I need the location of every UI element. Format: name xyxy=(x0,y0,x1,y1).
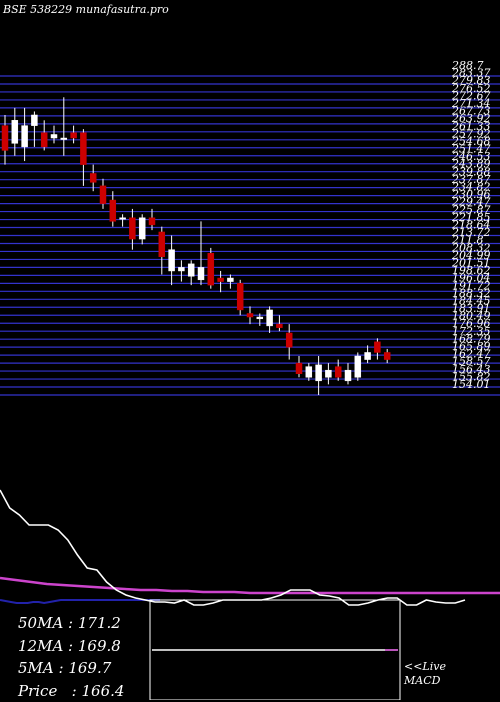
candle xyxy=(237,280,243,315)
ma5-label: 5MA xyxy=(18,659,54,677)
candle-body xyxy=(237,283,243,310)
candle-body xyxy=(316,365,322,381)
candle-body xyxy=(178,267,184,271)
candle-body xyxy=(71,133,77,138)
candle-body xyxy=(12,120,18,143)
candle-body xyxy=(306,367,312,378)
candle-body xyxy=(80,133,86,165)
price-label: Price xyxy=(18,682,57,700)
candle-body xyxy=(374,342,380,353)
price-value: 166.4 xyxy=(81,682,124,700)
price-row: Price : 166.4 xyxy=(18,680,124,702)
candle-body xyxy=(129,218,135,239)
candle-body xyxy=(22,126,28,147)
candle-body xyxy=(169,250,175,271)
candle-body xyxy=(355,356,361,377)
candle-body xyxy=(41,133,47,147)
live-label: <<Live xyxy=(404,660,446,674)
price-grid xyxy=(0,76,500,395)
candle-body xyxy=(100,186,106,204)
moving-average-stats: 50MA : 171.2 12MA : 169.8 5MA : 169.7 Pr… xyxy=(18,612,124,702)
candle-body xyxy=(218,278,224,282)
candle-body xyxy=(159,232,165,257)
candle-body xyxy=(267,310,273,326)
ma50-value: 171.2 xyxy=(78,614,121,632)
candle-body xyxy=(120,218,126,220)
price-tick-label: 154.01 xyxy=(452,378,491,391)
candle-body xyxy=(296,363,302,374)
ma50-row: 50MA : 171.2 xyxy=(18,612,124,635)
candle xyxy=(355,352,361,380)
candle-body xyxy=(365,352,371,359)
ma50-label: 50MA xyxy=(18,614,63,632)
macd-label: MACD xyxy=(404,674,446,688)
ma12-row: 12MA : 169.8 xyxy=(18,635,124,658)
candle-body xyxy=(2,126,8,151)
ma5-value: 169.7 xyxy=(68,659,111,677)
candle-body xyxy=(188,264,194,276)
candle xyxy=(208,248,214,289)
candle-body xyxy=(247,313,253,317)
candle-body xyxy=(51,134,57,138)
candle-body xyxy=(61,138,67,140)
ma5-row: 5MA : 169.7 xyxy=(18,657,124,680)
candle-body xyxy=(276,324,282,328)
candle-body xyxy=(139,218,145,239)
candle-body xyxy=(384,352,390,359)
candle-body xyxy=(90,173,96,182)
candle-body xyxy=(149,218,155,225)
candle-body xyxy=(227,278,233,282)
candle-body xyxy=(335,367,341,378)
ma12-value: 169.8 xyxy=(78,637,121,655)
candle-body xyxy=(286,333,292,347)
candle-body xyxy=(198,267,204,279)
live-macd-label: <<Live MACD xyxy=(404,660,446,688)
candle-body xyxy=(208,253,214,285)
watermark: BSE 538229 munafasutra.pro xyxy=(3,3,169,16)
candle-body xyxy=(257,317,263,319)
candle-body xyxy=(110,200,116,221)
candle-body xyxy=(31,115,37,126)
ma12-label: 12MA xyxy=(18,637,63,655)
candle-body xyxy=(345,370,351,381)
candle-body xyxy=(325,370,331,377)
price-tick-labels: 288.7283.37279.83276.52272.67271.34267.7… xyxy=(451,59,491,391)
